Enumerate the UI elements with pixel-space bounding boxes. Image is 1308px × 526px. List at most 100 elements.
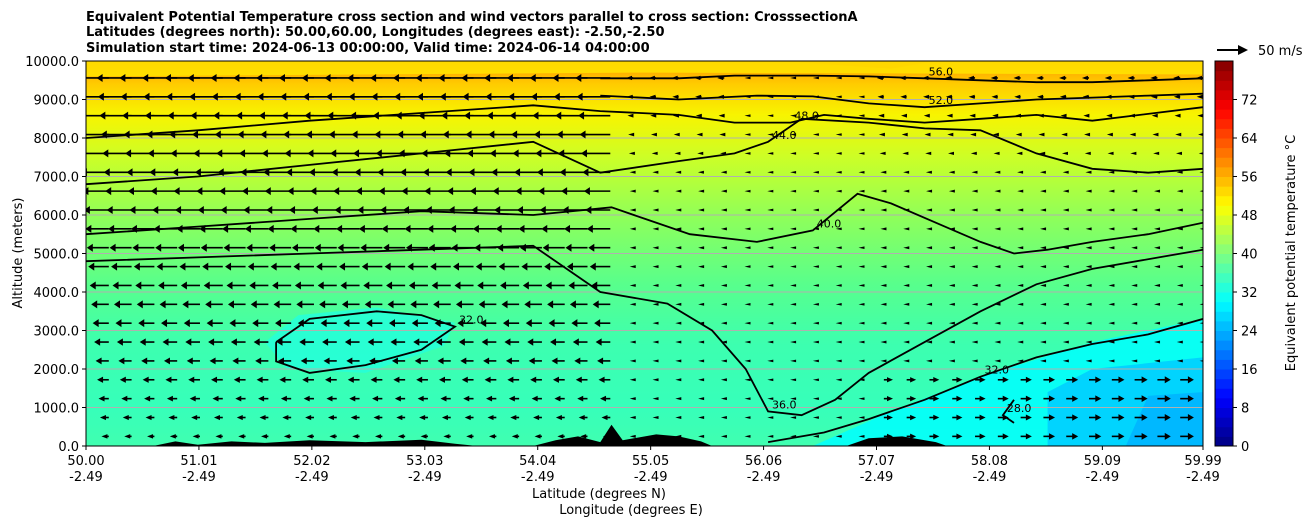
wind-arrow-head-447 <box>569 300 576 309</box>
wind-arrow-head-569 <box>720 265 727 269</box>
wind-arrow-head-624 <box>790 359 797 363</box>
wind-arrow-head-973 <box>1176 189 1183 193</box>
wind-arrow-head-210 <box>291 243 298 252</box>
wind-arrow-head-632 <box>790 208 797 212</box>
wind-arrow-head-439 <box>529 73 536 82</box>
wind-arrow-head-881 <box>1095 414 1102 421</box>
wind-arrow-head-527 <box>675 302 682 306</box>
wind-arrow-head-768 <box>948 283 955 287</box>
wind-arrow-head-356 <box>442 130 449 139</box>
wind-arrow-head-578 <box>717 94 724 99</box>
wind-arrow-head-161 <box>259 414 266 421</box>
wind-arrow-head-372 <box>471 205 478 214</box>
wind-arrow-head-29 <box>88 262 95 271</box>
wind-arrow-head-287 <box>387 300 394 309</box>
wind-arrow-head-897 <box>1083 113 1090 118</box>
wind-arrow-head-286 <box>389 319 396 328</box>
wind-arrow-head-457 <box>555 111 562 120</box>
contour-36-5 <box>86 244 1203 417</box>
wind-arrow-head-185 <box>276 338 283 346</box>
wind-arrow-head-705 <box>880 340 887 344</box>
wind-arrow-head-747 <box>926 302 933 306</box>
quiver-key-arrowhead <box>1238 45 1248 55</box>
wind-arrow-head-164 <box>255 357 262 365</box>
wind-arrow-head-436 <box>533 130 540 139</box>
wind-arrow-head-311 <box>404 224 411 233</box>
wind-arrow-head-904 <box>1108 359 1115 363</box>
wind-arrow-head-724 <box>903 359 910 363</box>
wind-arrow-head-672 <box>835 208 842 212</box>
wind-arrow-head-636 <box>790 133 797 136</box>
wind-arrow-head-405 <box>527 338 534 346</box>
wind-arrow-head-120 <box>215 434 222 439</box>
wind-arrow-head-72 <box>129 205 136 214</box>
wind-arrow-head-419 <box>506 73 513 82</box>
contour-label-0: 56.0 <box>929 65 954 78</box>
wind-arrow-head-282 <box>394 395 401 402</box>
wind-arrow-head-203 <box>302 376 309 383</box>
wind-arrow-head-956 <box>1152 132 1159 137</box>
wind-arrow-head-63 <box>142 376 149 383</box>
wind-arrow-head-266 <box>366 319 373 328</box>
colorbar-band-35 <box>1215 99 1233 110</box>
wind-arrow-head-963 <box>1187 376 1194 384</box>
wind-arrow-head-733 <box>903 189 910 193</box>
wind-arrow-head-75 <box>125 149 132 158</box>
wind-arrow-head-375 <box>467 149 474 158</box>
wind-arrow-head-629 <box>790 265 797 268</box>
wind-arrow-head-593 <box>744 189 751 193</box>
wind-arrow-head-513 <box>652 189 659 193</box>
wind-arrow-head-458 <box>553 92 560 101</box>
wind-arrow-head-21 <box>99 414 106 421</box>
wind-arrow-head-919 <box>1104 75 1111 81</box>
wind-arrow-head-521 <box>675 416 682 419</box>
wind-arrow-head-519 <box>648 75 655 81</box>
wind-arrow-head-866 <box>1062 321 1069 325</box>
wind-arrow-head-584 <box>744 359 751 363</box>
wind-arrow-head-127 <box>205 300 212 309</box>
wind-arrow-head-246 <box>343 319 350 328</box>
wind-arrow-head-92 <box>152 205 159 214</box>
wind-arrow-head-320 <box>443 434 450 439</box>
wind-arrow-head-166 <box>252 319 259 328</box>
wind-arrow-head-702 <box>886 396 893 402</box>
chart-title-line-3: Simulation start time: 2024-06-13 00:00:… <box>86 41 650 56</box>
wind-arrow-head-763 <box>956 376 963 383</box>
wind-arrow-head-417 <box>509 111 516 120</box>
wind-arrow-head-594 <box>744 170 751 174</box>
wind-arrow-head-361 <box>487 414 494 421</box>
contour-label-4: 40.0 <box>817 217 842 230</box>
wind-arrow-head-353 <box>447 187 454 196</box>
wind-arrow-head-348 <box>454 281 461 290</box>
wind-arrow-head-757 <box>923 113 930 118</box>
wind-arrow-head-337 <box>418 111 425 120</box>
x-axis: 50.00-2.4951.01-2.4952.02-2.4953.03-2.49… <box>67 446 1222 485</box>
wind-arrow-head-810 <box>994 246 1001 250</box>
wind-arrow-head-589 <box>744 265 751 268</box>
colorbar-band-38 <box>1215 70 1233 81</box>
wind-arrow-head-495 <box>628 151 635 156</box>
wind-arrow-head-333 <box>424 187 431 196</box>
wind-arrow-head-115 <box>170 149 177 158</box>
wind-arrow-head-273 <box>355 187 362 196</box>
wind-arrow-head-840 <box>1049 433 1056 440</box>
wind-arrow-head-780 <box>979 433 986 440</box>
wind-arrow-head-617 <box>767 114 774 117</box>
wind-arrow-head-518 <box>649 94 656 99</box>
wind-arrow-head-109 <box>179 262 186 271</box>
wind-arrow-head-354 <box>445 168 452 177</box>
wind-arrow-head-66 <box>138 319 145 328</box>
wind-arrow-head-642 <box>812 397 819 400</box>
wind-arrow-head-934 <box>1131 170 1138 174</box>
wind-arrow-head-684 <box>858 359 865 363</box>
wind-arrow-head-106 <box>183 319 190 328</box>
wind-arrow-head-500 <box>652 434 659 438</box>
wind-arrow-head-322 <box>440 395 447 402</box>
wind-arrow-head-159 <box>210 73 217 82</box>
wind-arrow-head-720 <box>910 433 917 440</box>
wind-arrow-head-7 <box>68 300 74 308</box>
wind-arrow-head-270 <box>360 243 367 252</box>
wind-arrow-head-975 <box>1175 151 1182 156</box>
wind-arrow-head-657 <box>812 114 819 117</box>
x-tick-label-lon-9: -2.49 <box>1086 470 1120 485</box>
